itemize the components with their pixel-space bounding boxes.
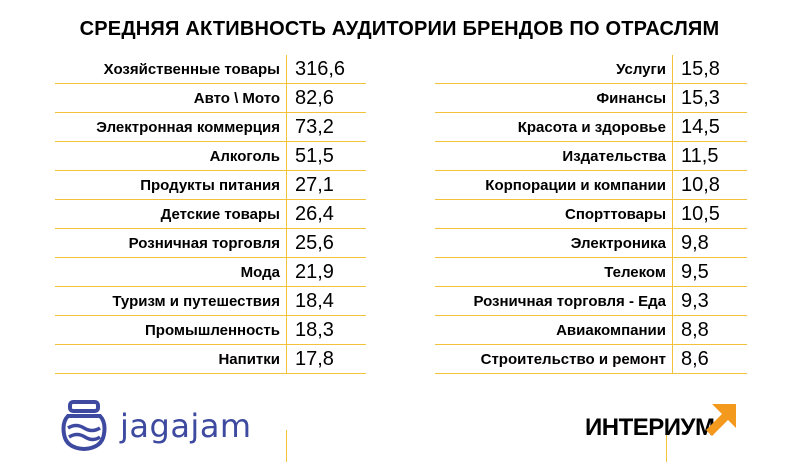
- table-row: Электронная коммерция 73,2: [55, 112, 366, 142]
- table-row: Авиакомпании 8,8: [435, 315, 747, 345]
- table-row: Детские товары 26,4: [55, 199, 366, 229]
- interium-wordmark: ИНТЕРИУМ: [585, 414, 715, 441]
- row-value: 10,5: [672, 199, 747, 229]
- row-value: 51,5: [286, 141, 366, 171]
- row-value: 8,8: [672, 315, 747, 345]
- table-row: Розничная торговля 25,6: [55, 228, 366, 258]
- table-row: Красота и здоровье 14,5: [435, 112, 747, 142]
- row-label: Напитки: [218, 350, 280, 368]
- table-row: Электроника 9,8: [435, 228, 747, 258]
- table-row: Туризм и путешествия 18,4: [55, 286, 366, 316]
- row-value: 18,3: [286, 315, 366, 345]
- row-value: 8,6: [672, 344, 747, 374]
- row-label: Электронная коммерция: [96, 118, 280, 136]
- table-row: Промышленность 18,3: [55, 315, 366, 345]
- table-right: Услуги 15,8 Финансы 15,3 Красота и здоровье 1…: [435, 54, 747, 374]
- row-value: 15,3: [672, 83, 747, 113]
- table-row: Напитки 17,8: [55, 344, 366, 374]
- row-label: Алкоголь: [209, 147, 280, 165]
- row-label: Издательства: [562, 147, 666, 165]
- row-label: Финансы: [596, 89, 666, 107]
- row-label: Туризм и путешествия: [112, 292, 280, 310]
- table-row: Алкоголь 51,5: [55, 141, 366, 171]
- chart-title: СРЕДНЯЯ АКТИВНОСТЬ АУДИТОРИИ БРЕНДОВ ПО …: [79, 18, 720, 40]
- row-label: Корпорации и компании: [485, 176, 666, 194]
- row-value: 25,6: [286, 228, 366, 258]
- row-value: 21,9: [286, 257, 366, 287]
- row-label: Хозяйственные товары: [103, 60, 280, 78]
- table-row: Мода 21,9: [55, 257, 366, 287]
- row-label: Авто \ Мото: [193, 89, 280, 107]
- jagajam-logo: jagajam: [60, 400, 252, 452]
- row-value: 10,8: [672, 170, 747, 200]
- arrow-up-right-icon: [706, 404, 736, 436]
- row-label: Красота и здоровье: [517, 118, 666, 136]
- row-label: Услуги: [616, 60, 666, 78]
- row-value: 11,5: [672, 141, 747, 171]
- table-row: Телеком 9,5: [435, 257, 747, 287]
- row-label: Детские товары: [160, 205, 280, 223]
- column-divider: [286, 430, 287, 462]
- row-label: Электроника: [570, 234, 666, 252]
- table-row: Услуги 15,8: [435, 54, 747, 84]
- row-value: 18,4: [286, 286, 366, 316]
- row-value: 15,8: [672, 54, 747, 84]
- row-value: 27,1: [286, 170, 366, 200]
- row-label: Спорттовары: [564, 205, 666, 223]
- row-label: Продукты питания: [140, 176, 280, 194]
- row-label: Розничная торговля: [128, 234, 280, 252]
- table-row: Авто \ Мото 82,6: [55, 83, 366, 113]
- row-value: 9,8: [672, 228, 747, 258]
- row-value: 316,6: [286, 54, 366, 84]
- table-row: Финансы 15,3: [435, 83, 747, 113]
- table-row: Издательства 11,5: [435, 141, 747, 171]
- interium-logo: ИНТЕРИУМ: [585, 400, 745, 441]
- table-row: Строительство и ремонт 8,6: [435, 344, 747, 374]
- row-value: 9,3: [672, 286, 747, 316]
- row-value: 17,8: [286, 344, 366, 374]
- row-label: Промышленность: [145, 321, 280, 339]
- row-value: 26,4: [286, 199, 366, 229]
- row-label: Розничная торговля - Еда: [473, 292, 666, 310]
- row-value: 9,5: [672, 257, 747, 287]
- column-divider: [666, 430, 667, 462]
- jagajam-wordmark: jagajam: [120, 407, 252, 445]
- table-row: Розничная торговля - Еда 9,3: [435, 286, 747, 316]
- table-row: Хозяйственные товары 316,6: [55, 54, 366, 84]
- table-row: Корпорации и компании 10,8: [435, 170, 747, 200]
- row-value: 14,5: [672, 112, 747, 142]
- row-label: Мода: [240, 263, 280, 281]
- row-value: 73,2: [286, 112, 366, 142]
- table-left: Хозяйственные товары 316,6 Авто \ Мото 82,6…: [55, 54, 366, 374]
- row-label: Телеком: [604, 263, 666, 281]
- row-label: Строительство и ремонт: [480, 350, 666, 368]
- table-row: Продукты питания 27,1: [55, 170, 366, 200]
- row-value: 82,6: [286, 83, 366, 113]
- row-label: Авиакомпании: [556, 321, 666, 339]
- table-row: Спорттовары 10,5: [435, 199, 747, 229]
- jar-icon: [61, 400, 107, 452]
